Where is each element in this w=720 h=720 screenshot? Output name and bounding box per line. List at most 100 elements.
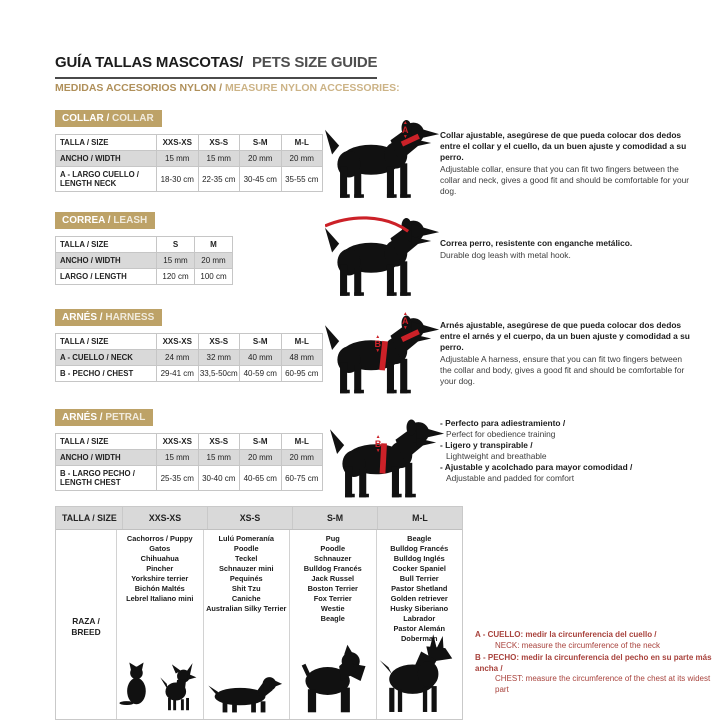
- cell: 20 mm: [239, 450, 281, 465]
- breed-item: Golden retriever: [390, 594, 448, 603]
- breed-item: Pastor Shetland: [391, 584, 448, 593]
- note-chest: B - PECHO: medir la circunferencia del p…: [475, 653, 717, 695]
- breed-column-m-l: Beagle Bulldog Francés Bulldog Inglés Cocke…: [375, 530, 463, 719]
- note-es: B - PECHO: medir la circunferencia del p…: [475, 653, 712, 673]
- petral-chest-marker: ▲ B ▼: [374, 433, 382, 454]
- breed-item: Schnauzer: [314, 554, 352, 563]
- leash-description: Correa perro, resistente con enganche me…: [440, 238, 696, 261]
- petral-feature-list: - Perfecto para adiestramiento / Perfect…: [440, 418, 696, 484]
- cell: 120 cm: [156, 269, 194, 284]
- page-subtitle: MEDIDAS ACCESORIOS NYLON / MEASURE NYLON…: [55, 82, 400, 94]
- row-label: B - LARGO PECHO / LENGTH CHEST: [60, 469, 135, 487]
- cell: 22-35 cm: [197, 167, 240, 191]
- cell: 32 mm: [197, 350, 240, 365]
- harness-badge-en: HARNESS: [105, 312, 155, 323]
- arrow-up-icon: ▲: [402, 310, 408, 317]
- page-title: GUÍA TALLAS MASCOTAS/ PETS SIZE GUIDE: [55, 54, 378, 80]
- breed-item: Bulldog Inglés: [393, 554, 445, 563]
- row-label: A - LARGO CUELLO / LENGTH NECK: [60, 170, 139, 188]
- cell: 15 mm: [156, 253, 194, 268]
- marker-letter: A: [402, 125, 409, 136]
- table-row: ANCHO / WIDTH 15 mm 15 mm 20 mm 20 mm: [56, 450, 322, 466]
- breed-item: Labrador: [403, 614, 436, 623]
- row-label: LARGO / LENGTH: [60, 272, 127, 281]
- header-cell: M: [194, 237, 232, 252]
- harness-chest-marker: ▲ B ▼: [374, 333, 381, 354]
- page-title-es: GUÍA TALLAS MASCOTAS/: [55, 54, 244, 72]
- collar-description: Collar ajustable, asegúrese de que pueda…: [440, 130, 696, 197]
- arrow-down-icon: ▼: [375, 447, 381, 454]
- arrow-up-icon: ▲: [375, 333, 381, 340]
- header-cell: TALLA / SIZE: [60, 138, 109, 147]
- red-petral-chest-band: [379, 443, 387, 474]
- feature-es: - Perfecto para adiestramiento /: [440, 418, 566, 428]
- harness-badge: ARNÉS / HARNESS: [55, 307, 163, 326]
- breed-item: Bull Terrier: [399, 574, 439, 583]
- cell: 18-30 cm: [156, 167, 198, 191]
- dachshund-icon: [208, 677, 283, 713]
- breed-row-label: RAZA / BREED: [56, 530, 116, 719]
- row-label: ANCHO / WIDTH: [60, 154, 121, 163]
- arrow-down-icon: ▼: [402, 324, 408, 331]
- harness-size-table: TALLA / SIZE XXS-XS XS-S S-M M-L A - CUE…: [55, 333, 323, 382]
- breed-list: Cachorros / Puppy Gatos Chihuahua Pincher Yo…: [117, 534, 203, 604]
- header-cell: XXS-XS: [156, 434, 198, 449]
- harness-desc-es: Arnés ajustable, asegúrese de que pueda …: [440, 320, 690, 352]
- breed-item: Teckel: [235, 554, 258, 563]
- breed-item: Husky Siberiano: [390, 604, 449, 613]
- arrow-up-icon: ▲: [375, 433, 381, 440]
- table-header-row: TALLA / SIZE XXS-XS XS-S S-M M-L: [56, 334, 322, 350]
- cell: 48 mm: [280, 350, 323, 365]
- header-cell: S-M: [239, 434, 281, 449]
- cell: 60-95 cm: [280, 366, 323, 381]
- table-header-row: TALLA / SIZE S M: [56, 237, 232, 253]
- row-label: A - CUELLO / NECK: [60, 353, 133, 362]
- breed-item: Australian Silky Terrier: [206, 604, 287, 613]
- harness-description: Arnés ajustable, asegúrese de que pueda …: [440, 320, 696, 387]
- petral-badge-es: ARNÉS /: [62, 412, 106, 423]
- table-row: A - CUELLO / NECK 24 mm 32 mm 40 mm 48 m…: [56, 350, 322, 366]
- breed-item: Cocker Spaniel: [392, 564, 446, 573]
- cell: 15 mm: [156, 450, 198, 465]
- breed-list: Pug Poodle Schnauzer Bulldog Francés Jack Ru…: [290, 534, 376, 624]
- breed-table-header: TALLA / SIZE XXS-XS XS-S S-M M-L: [56, 507, 462, 530]
- header-cell: S: [156, 237, 194, 252]
- cell: 15 mm: [197, 450, 240, 465]
- breed-table: TALLA / SIZE XXS-XS XS-S S-M M-L RAZA / …: [55, 506, 463, 720]
- petral-badge-en: PETRAL: [105, 412, 146, 423]
- leash-dog-illustration: [325, 210, 440, 302]
- labrador-dog-icon: [325, 315, 440, 394]
- breed-item: Lebrel Italiano mini: [126, 594, 194, 603]
- breed-table-body: RAZA / BREED Cachorros / Puppy Gatos Chihu…: [56, 530, 462, 719]
- cat-icon: [119, 662, 147, 706]
- breed-column-xs-s: Lulú Pomeranía Poodle Teckel Schnauzer mini…: [202, 530, 290, 719]
- animal-icons: [117, 656, 203, 714]
- petral-badge: ARNÉS / PETRAL: [55, 407, 154, 426]
- header-cell: S-M: [239, 135, 281, 150]
- header-cell: M-L: [280, 135, 323, 150]
- collar-badge: COLLAR / COLLAR: [55, 108, 162, 127]
- header-cell: TALLA / SIZE: [60, 337, 109, 346]
- cell: 25-35 cm: [156, 466, 198, 490]
- header-cell: TALLA / SIZE: [60, 240, 109, 249]
- header-cell: M-L: [280, 434, 323, 449]
- cell: 100 cm: [194, 269, 232, 284]
- arrow-down-icon: ▼: [402, 134, 408, 141]
- cell: 30-40 cm: [197, 466, 240, 490]
- table-header-row: TALLA / SIZE XXS-XS XS-S S-M M-L: [56, 434, 322, 450]
- harness-neck-marker: ▲ A ▼: [402, 310, 409, 331]
- breed-list: Beagle Bulldog Francés Bulldog Inglés Cocke…: [377, 534, 463, 644]
- marker-letter: B: [374, 438, 382, 449]
- leash-badge: CORREA / LEASH: [55, 210, 156, 229]
- breed-row-label-es: RAZA /: [72, 615, 100, 626]
- petral-size-table: TALLA / SIZE XXS-XS XS-S S-M M-L ANCHO /…: [55, 433, 323, 491]
- breed-item: Pastor Alemán: [393, 624, 445, 633]
- cell: 40 mm: [239, 350, 281, 365]
- cell: 20 mm: [280, 450, 323, 465]
- leash-desc-en: Durable dog leash with metal hook.: [440, 250, 571, 260]
- leash-badge-es: CORREA /: [62, 215, 114, 226]
- feature-item: - Perfecto para adiestramiento / Perfect…: [440, 418, 696, 440]
- breed-item: Doberman: [400, 634, 438, 643]
- header-cell: S-M: [292, 507, 377, 529]
- schnauzer-icon: [301, 644, 366, 713]
